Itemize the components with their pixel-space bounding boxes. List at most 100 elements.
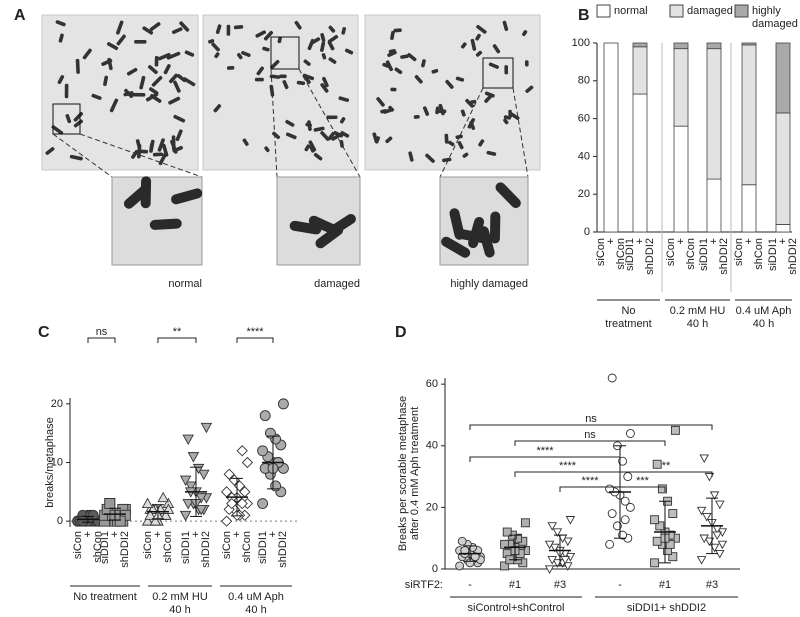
zoom-line [512, 87, 529, 178]
chromosome [139, 75, 146, 90]
bar-segment [741, 184, 757, 233]
chromosome [435, 106, 440, 115]
chromosome [320, 131, 330, 141]
chromosome [492, 44, 501, 54]
data-point [550, 543, 560, 553]
data-point [605, 539, 615, 549]
chromosome [152, 152, 164, 157]
chromosome [242, 138, 249, 146]
x-tick-label: shDDI2 [277, 531, 289, 568]
significance-label: **** [559, 460, 577, 472]
bar-segment [741, 42, 757, 46]
chromosome [140, 176, 152, 209]
chromosome [168, 96, 181, 105]
data-point [179, 510, 192, 522]
chromosome [91, 93, 102, 100]
data-point [236, 497, 248, 510]
chromosome [449, 208, 465, 240]
chromosome [321, 53, 327, 60]
bar-segment [673, 48, 689, 127]
x-tick-label: siDDI1 [257, 531, 269, 564]
y-tick-label: 20 [426, 501, 438, 513]
x-tick-label: + [777, 238, 789, 244]
significance-label: **** [536, 445, 554, 457]
panel-label: C [38, 324, 50, 341]
data-point [144, 509, 156, 520]
chromosome [269, 74, 281, 79]
data-point [699, 454, 709, 464]
data-point [607, 373, 617, 383]
chromosome [149, 22, 161, 32]
chromosome [455, 76, 465, 82]
chromosome [64, 83, 69, 99]
significance-bracket [469, 424, 713, 430]
bar-segment [632, 93, 648, 233]
zoom-box [52, 103, 81, 135]
x-tick-label: siDDI1 [180, 531, 192, 564]
significance-label: ns [584, 429, 596, 441]
significance-bracket [514, 440, 666, 446]
chromosome [279, 74, 287, 79]
group-label: siDDI1+ shDDI2 [627, 602, 706, 614]
group-label: 0.2 mM HU [152, 591, 208, 603]
chromosome [256, 66, 264, 76]
group-label: 0.4 uM Aph [736, 305, 792, 317]
chromosome [157, 138, 165, 152]
caption: damaged [314, 278, 360, 290]
zoom-line [439, 87, 484, 178]
data-point [709, 543, 720, 553]
chromosome [106, 42, 119, 51]
chromosome [282, 80, 289, 90]
significance-bracket [469, 456, 621, 462]
significance-label: **** [246, 326, 264, 338]
chromosome [445, 79, 454, 89]
y-axis-label: Breaks per scorable metaphase [397, 396, 409, 551]
chromosome [296, 80, 306, 86]
chromosome [168, 73, 179, 84]
chromosome [441, 236, 471, 258]
group-label: treatment [605, 318, 651, 330]
chromosome [304, 144, 311, 152]
chromosome [294, 20, 302, 30]
data-point [712, 531, 722, 541]
x-tick-label: siDDI1 [99, 531, 111, 564]
chromosome [339, 117, 346, 124]
data-point [457, 536, 467, 546]
chromosome [470, 38, 477, 51]
chromosome [57, 75, 65, 85]
x-tick-label: #3 [554, 579, 566, 591]
y-tick-label: 20 [51, 398, 63, 410]
data-point [149, 515, 162, 526]
legend-label: damaged [687, 5, 733, 17]
chromosome [277, 36, 282, 44]
data-point [607, 509, 617, 518]
bar-segment [775, 224, 791, 233]
chromosome [504, 65, 509, 75]
chromosome [147, 65, 158, 75]
data-point [547, 522, 557, 531]
y-axis-label: breaks/metaphase [44, 417, 56, 508]
x-tick-label: shDDI2 [200, 531, 212, 568]
bar-segment [775, 112, 791, 225]
y-tick-label: 60 [578, 113, 590, 125]
data-point [709, 491, 720, 500]
group-label: 0.4 uM Aph [228, 591, 284, 603]
chromosome [313, 152, 323, 161]
data-point [618, 530, 628, 540]
data-point [470, 552, 480, 562]
chromosome [154, 56, 159, 67]
chromosome [488, 62, 499, 69]
chromosome [382, 62, 391, 69]
significance-bracket [514, 471, 621, 477]
x-tick-label: + [109, 531, 121, 537]
chromosome [116, 20, 124, 35]
chromosome [73, 111, 84, 122]
row-label: siRTF2: [405, 579, 443, 591]
data-point [623, 472, 633, 482]
group-label: 40 h [169, 604, 190, 616]
chromosome [478, 139, 485, 147]
chromosome [179, 21, 190, 32]
chromosome [340, 131, 350, 138]
chromosome [457, 141, 464, 150]
data-point [618, 456, 628, 466]
